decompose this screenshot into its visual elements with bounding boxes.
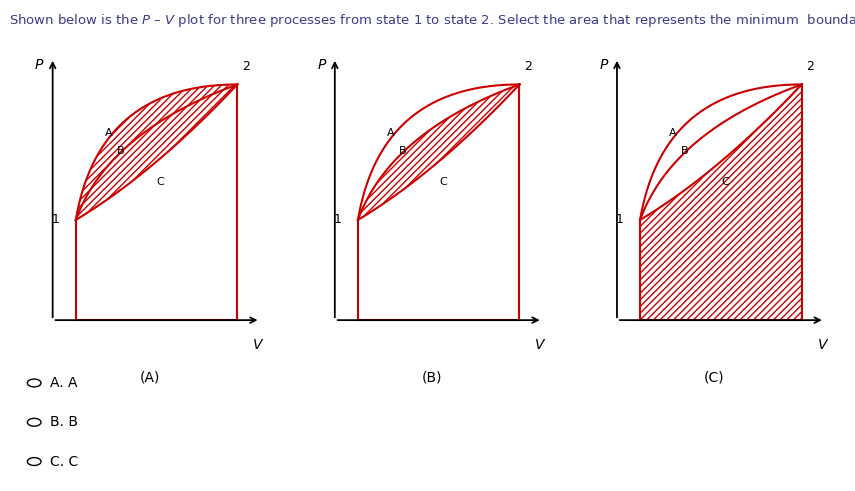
Text: (C): (C) [704, 370, 724, 384]
Text: P: P [599, 58, 608, 72]
Text: (A): (A) [139, 370, 160, 384]
Text: V: V [253, 338, 262, 352]
Text: A: A [386, 128, 394, 138]
Text: 2: 2 [524, 60, 532, 73]
Text: C: C [439, 177, 446, 187]
Text: B. B: B. B [50, 415, 78, 429]
Text: C: C [721, 177, 728, 187]
Text: A. A: A. A [50, 376, 77, 390]
Text: V: V [535, 338, 545, 352]
Text: B: B [398, 146, 406, 156]
Text: A: A [104, 128, 112, 138]
Text: B: B [681, 146, 688, 156]
Text: P: P [35, 58, 44, 72]
Text: C. C: C. C [50, 455, 78, 468]
Text: 1: 1 [333, 214, 342, 226]
Text: 2: 2 [242, 60, 250, 73]
Text: P: P [317, 58, 326, 72]
Text: V: V [817, 338, 827, 352]
Text: 1: 1 [51, 214, 60, 226]
Text: C: C [156, 177, 164, 187]
Text: Shown below is the $P$ – $V$ plot for three processes from state 1 to state 2. S: Shown below is the $P$ – $V$ plot for th… [9, 12, 855, 29]
Text: (B): (B) [422, 370, 442, 384]
Text: 2: 2 [806, 60, 814, 73]
Text: B: B [116, 146, 124, 156]
Text: 1: 1 [616, 214, 624, 226]
Text: A: A [669, 128, 676, 138]
